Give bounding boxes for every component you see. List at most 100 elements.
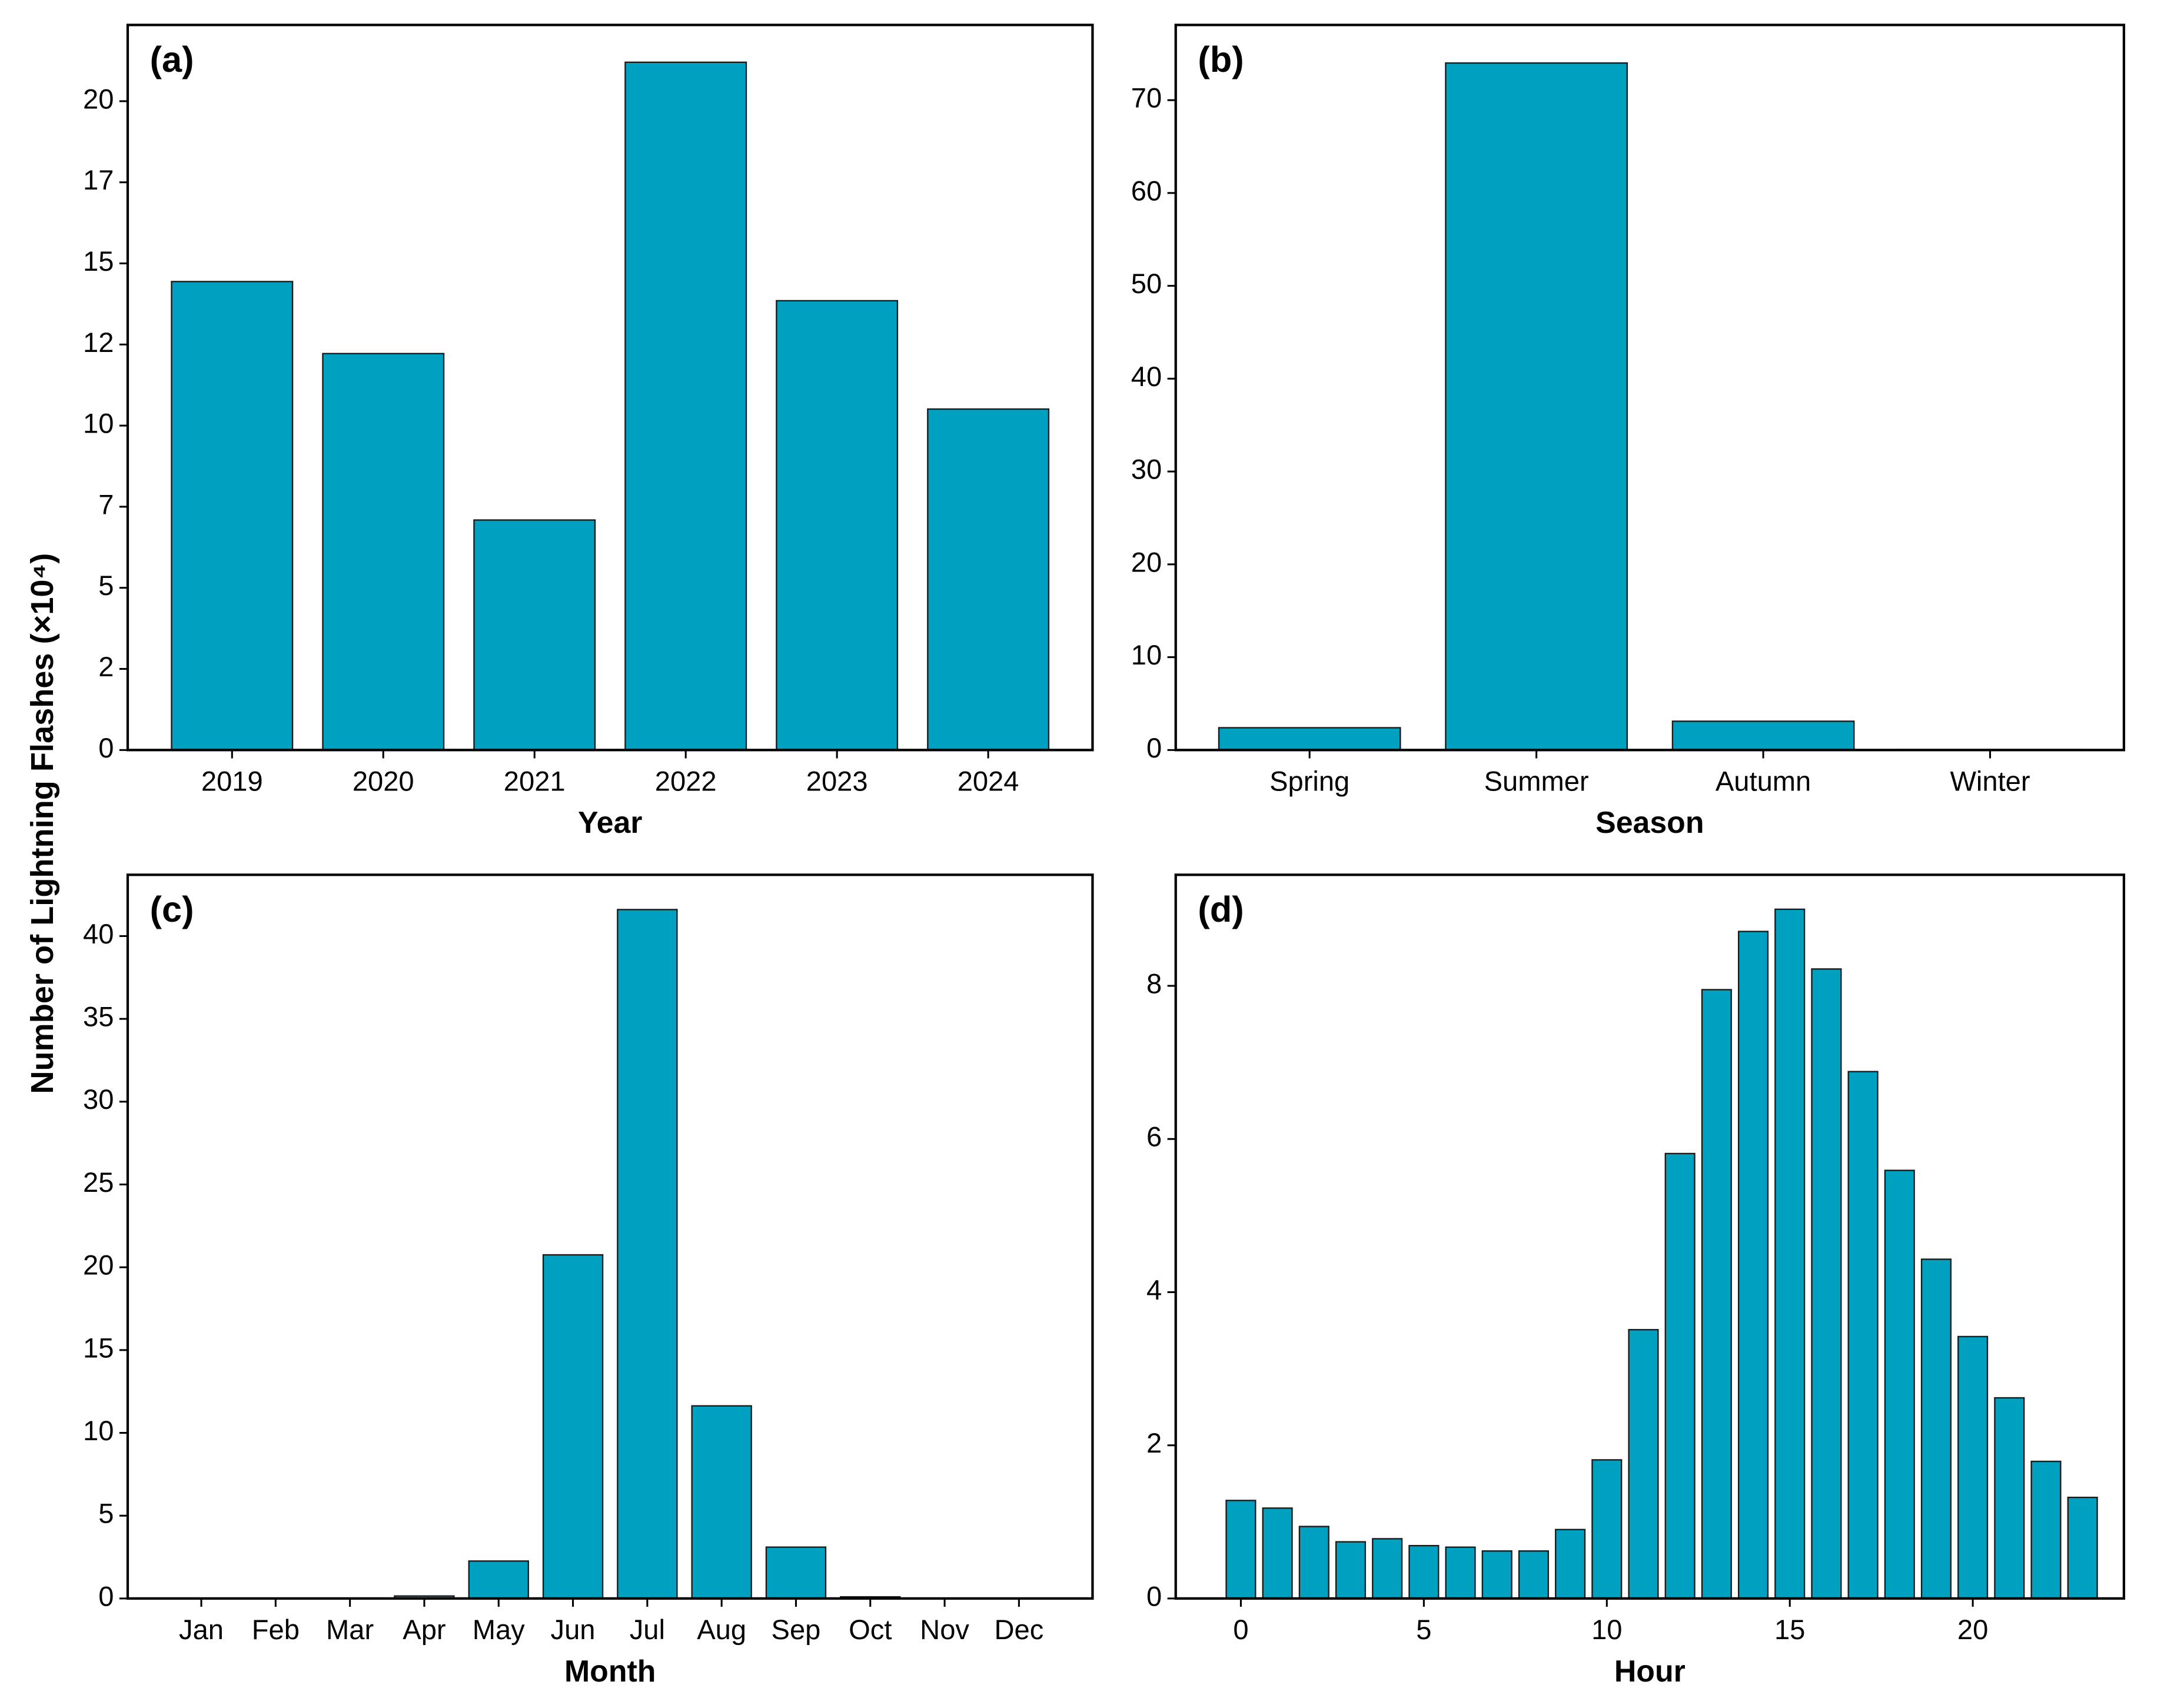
bar bbox=[1774, 908, 1806, 1600]
y-tick-label: 20 bbox=[83, 1250, 114, 1281]
bar bbox=[322, 353, 445, 751]
panel-label: (c) bbox=[150, 889, 194, 929]
y-tick-label: 0 bbox=[1146, 732, 1162, 763]
x-tick-label: Feb bbox=[252, 1614, 300, 1645]
bar bbox=[171, 281, 294, 751]
axes-frame bbox=[1174, 24, 2126, 752]
x-axis-label: Year bbox=[578, 805, 643, 839]
bar bbox=[1298, 1526, 1329, 1600]
y-tick-label: 10 bbox=[1131, 639, 1162, 670]
bar bbox=[1737, 931, 1769, 1600]
bar bbox=[1408, 1544, 1440, 1600]
x-tick-label: 20 bbox=[1957, 1614, 1988, 1645]
axes-frame bbox=[126, 873, 1094, 1600]
bar bbox=[765, 1546, 827, 1600]
y-tick-label: 30 bbox=[83, 1084, 114, 1115]
bar bbox=[1481, 1550, 1513, 1600]
bar bbox=[1262, 1507, 1293, 1600]
x-tick-label: May bbox=[473, 1614, 525, 1645]
bar bbox=[1555, 1528, 1586, 1600]
bar bbox=[691, 1405, 752, 1600]
x-tick-label: Dec bbox=[994, 1614, 1043, 1645]
x-axis-label: Season bbox=[1595, 805, 1704, 839]
y-tick-label: 20 bbox=[1131, 546, 1162, 577]
x-tick-label: 10 bbox=[1591, 1614, 1622, 1645]
y-tick-label: 25 bbox=[83, 1167, 114, 1198]
x-tick-label: 2023 bbox=[806, 765, 868, 796]
y-tick-label: 35 bbox=[83, 1001, 114, 1032]
x-tick-label: Mar bbox=[326, 1614, 374, 1645]
y-tick-label: 30 bbox=[1131, 454, 1162, 485]
bar bbox=[1884, 1169, 1915, 1600]
x-tick-label: Jun bbox=[551, 1614, 596, 1645]
y-tick-label: 7 bbox=[98, 489, 114, 520]
y-tick-label: 10 bbox=[83, 408, 114, 439]
bar bbox=[617, 909, 678, 1600]
y-axis-label: Number of Lightning Flashes (×10⁴) bbox=[25, 553, 60, 1094]
y-tick-label: 4 bbox=[1146, 1274, 1162, 1305]
y-tick-label: 8 bbox=[1146, 968, 1162, 999]
bar bbox=[1994, 1397, 2025, 1600]
bar bbox=[2030, 1460, 2062, 1600]
x-tick-label: 0 bbox=[1233, 1614, 1248, 1645]
bar bbox=[1372, 1538, 1403, 1600]
y-tick-label: 70 bbox=[1131, 82, 1162, 114]
x-tick-label: Jul bbox=[630, 1614, 665, 1645]
y-tick-label: 0 bbox=[1146, 1580, 1162, 1611]
x-tick-label: 15 bbox=[1774, 1614, 1805, 1645]
bar bbox=[1920, 1258, 1952, 1600]
bar bbox=[1218, 727, 1401, 751]
bar bbox=[624, 61, 747, 751]
bar bbox=[1664, 1152, 1696, 1600]
x-tick-label: 2024 bbox=[958, 765, 1019, 796]
x-tick-label: 2019 bbox=[201, 765, 263, 796]
bar bbox=[927, 408, 1050, 751]
x-tick-label: Apr bbox=[403, 1614, 446, 1645]
x-tick-label: 2020 bbox=[353, 765, 414, 796]
x-tick-label: Jan bbox=[179, 1614, 224, 1645]
axes-frame bbox=[1174, 873, 2126, 1600]
x-tick-label: Sep bbox=[772, 1614, 821, 1645]
x-tick-label: 2022 bbox=[655, 765, 717, 796]
x-tick-label: Oct bbox=[849, 1614, 892, 1645]
y-tick-label: 40 bbox=[83, 918, 114, 949]
x-axis-label: Month bbox=[564, 1654, 656, 1688]
bar bbox=[1701, 989, 1732, 1600]
bar bbox=[1811, 968, 1842, 1600]
x-tick-label: Aug bbox=[697, 1614, 746, 1645]
bar bbox=[542, 1254, 604, 1600]
x-tick-label: Nov bbox=[920, 1614, 969, 1645]
y-tick-label: 2 bbox=[98, 651, 114, 682]
panel-label: (d) bbox=[1198, 889, 1244, 929]
bar bbox=[473, 519, 596, 751]
bar bbox=[1445, 62, 1628, 751]
x-axis-label: Hour bbox=[1614, 1654, 1686, 1688]
x-tick-label: Autumn bbox=[1716, 765, 1811, 796]
x-tick-label: Summer bbox=[1484, 765, 1589, 796]
x-tick-label: 2021 bbox=[504, 765, 566, 796]
y-tick-label: 2 bbox=[1146, 1427, 1162, 1458]
y-tick-label: 60 bbox=[1131, 175, 1162, 206]
axes-frame bbox=[126, 24, 1094, 752]
y-tick-label: 40 bbox=[1131, 361, 1162, 392]
y-tick-label: 15 bbox=[83, 1332, 114, 1363]
y-tick-label: 20 bbox=[83, 83, 114, 114]
bar bbox=[1518, 1550, 1549, 1600]
x-tick-label: Winter bbox=[1950, 765, 2030, 796]
bar bbox=[1445, 1546, 1476, 1600]
y-tick-label: 15 bbox=[83, 245, 114, 277]
bar bbox=[1335, 1541, 1367, 1600]
bar bbox=[2067, 1496, 2098, 1600]
bar bbox=[776, 300, 899, 751]
panel-label: (a) bbox=[150, 39, 194, 79]
y-tick-label: 10 bbox=[83, 1415, 114, 1446]
bar bbox=[1591, 1459, 1623, 1600]
bar bbox=[1628, 1329, 1659, 1600]
y-tick-label: 5 bbox=[98, 1498, 114, 1529]
y-tick-label: 6 bbox=[1146, 1121, 1162, 1152]
bar bbox=[468, 1560, 529, 1600]
y-tick-label: 0 bbox=[98, 1580, 114, 1611]
y-tick-label: 12 bbox=[83, 327, 114, 358]
x-tick-label: 5 bbox=[1416, 1614, 1431, 1645]
